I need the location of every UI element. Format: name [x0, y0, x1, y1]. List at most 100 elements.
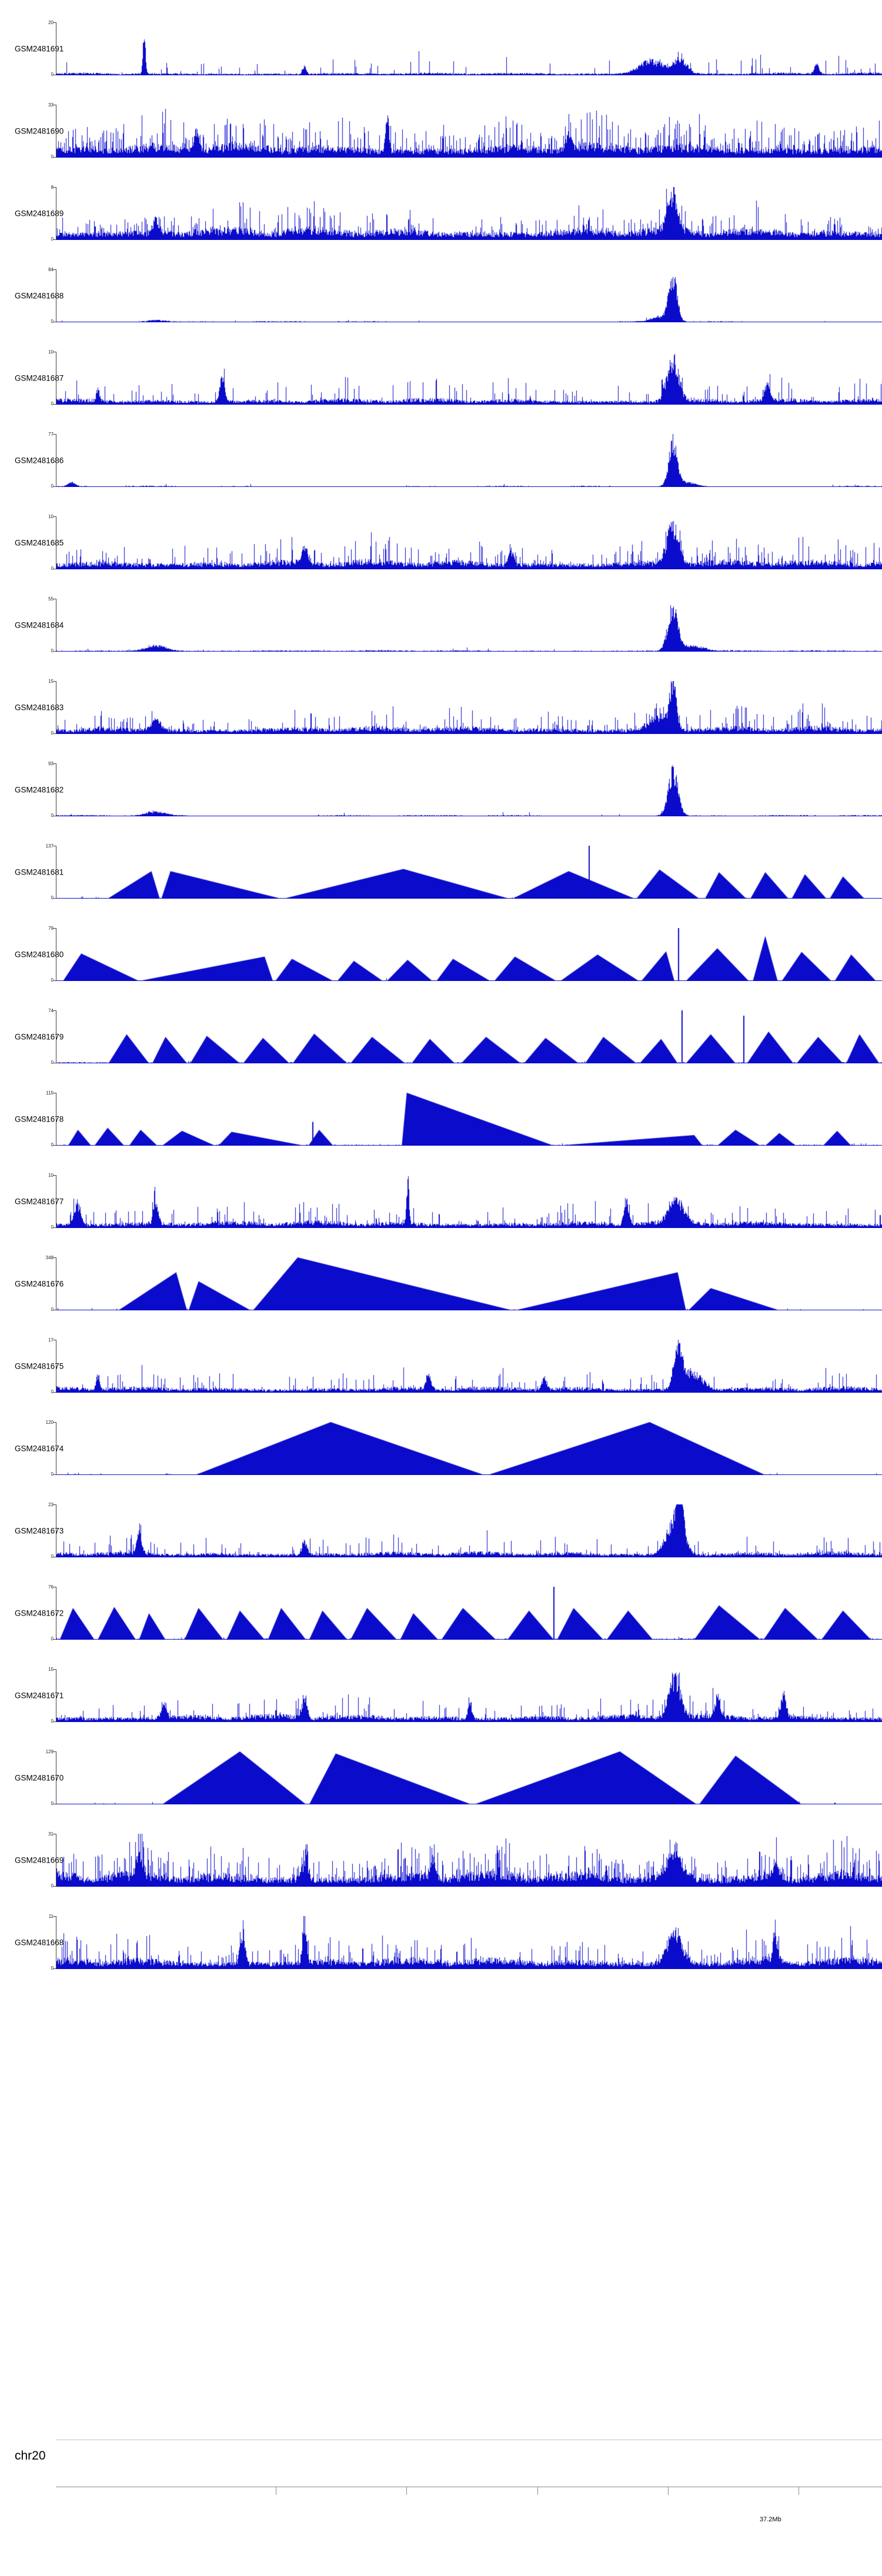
- coverage-signal-canvas: [56, 1751, 882, 1804]
- track-ymax-label: 10: [48, 349, 54, 355]
- track-ymax-label: 79: [48, 926, 54, 931]
- track-sample-label: GSM2481674: [15, 1444, 64, 1453]
- track-ymax-label: 120: [45, 1420, 54, 1425]
- y-axis-bottom-tick: [53, 239, 56, 240]
- track-ymin-label: 0: [51, 1966, 54, 1971]
- track-ymax-label: 137: [45, 843, 54, 849]
- y-axis-top-tick: [53, 1751, 56, 1752]
- track-sample-label: GSM2481686: [15, 456, 64, 465]
- track-row: GSM2481687 10 0: [0, 350, 882, 434]
- track-ymax-label: 15: [48, 679, 54, 684]
- track-row: GSM2481689 8 0: [0, 185, 882, 269]
- chromosome-label: chr20: [15, 2449, 46, 2462]
- track-plot: 77 0: [48, 432, 882, 489]
- coverage-signal-canvas: [56, 105, 882, 158]
- coverage-signal-canvas: [56, 928, 882, 981]
- coverage-signal-canvas: [56, 352, 882, 405]
- track-ymax-label: 129: [45, 1749, 54, 1754]
- y-axis-bottom-tick: [53, 651, 56, 652]
- track-sample-label: GSM2481671: [15, 1691, 64, 1700]
- track-plot: 84 0: [48, 268, 882, 324]
- track-sample-label: GSM2481679: [15, 1032, 64, 1042]
- track-plot: 15 0: [48, 679, 882, 736]
- y-axis-top-tick: [53, 1175, 56, 1176]
- track-row: GSM2481688 84 0: [0, 268, 882, 352]
- track-ymax-label: 23: [48, 1502, 54, 1507]
- track-ymax-label: 11: [48, 1914, 54, 1919]
- track-plot: 17 0: [48, 1338, 882, 1394]
- y-axis-top-tick: [53, 187, 56, 188]
- track-ymin-label: 0: [51, 1224, 54, 1230]
- track-row: GSM2481674 120 0: [0, 1420, 882, 1504]
- coverage-signal-canvas: [56, 763, 882, 816]
- track-ymin-label: 0: [51, 1307, 54, 1312]
- track-row: GSM2481671 15 0: [0, 1667, 882, 1751]
- track-plot: 55 0: [48, 597, 882, 653]
- coverage-signal-canvas: [56, 1093, 882, 1146]
- y-axis-top-tick: [53, 1257, 56, 1258]
- track-row: GSM2481691 20 0: [0, 20, 882, 105]
- track-row: GSM2481673 23 0: [0, 1503, 882, 1587]
- track-ymax-label: 31: [48, 1831, 54, 1837]
- track-sample-label: GSM2481685: [15, 538, 64, 548]
- track-ymin-label: 0: [51, 154, 54, 159]
- y-axis-bottom-tick: [53, 733, 56, 734]
- track-sample-label: GSM2481680: [15, 950, 64, 959]
- y-axis-bottom-tick: [53, 1721, 56, 1722]
- track-row: GSM2481668 11 0: [0, 1914, 882, 1998]
- coverage-signal-canvas: [56, 1587, 882, 1640]
- track-plot: 10 0: [48, 350, 882, 406]
- track-ymax-label: 10: [48, 514, 54, 519]
- coverage-signal-canvas: [56, 599, 882, 652]
- y-axis-top-tick: [53, 516, 56, 517]
- track-plot: 129 0: [46, 1750, 882, 1806]
- y-axis-top-tick: [53, 1422, 56, 1423]
- y-axis-bottom-tick: [53, 898, 56, 899]
- track-row: GSM2481681 137 0: [0, 843, 882, 928]
- coverage-signal-canvas: [56, 1257, 882, 1310]
- track-sample-label: GSM2481668: [15, 1938, 64, 1947]
- y-axis-top-tick: [53, 269, 56, 270]
- track-plot: 11 0: [49, 1914, 882, 1971]
- track-row: GSM2481679 74 0: [0, 1009, 882, 1093]
- track-row: GSM2481678 115 0: [0, 1091, 882, 1175]
- coverage-signal-canvas: [56, 1422, 882, 1475]
- track-sample-label: GSM2481688: [15, 291, 64, 301]
- track-ymax-label: 20: [48, 20, 54, 25]
- track-ymin-label: 0: [51, 813, 54, 818]
- y-axis-top-tick: [53, 1504, 56, 1505]
- track-ymax-label: 77: [48, 432, 54, 437]
- track-row: GSM2481683 15 0: [0, 679, 882, 763]
- genome-ruler: chr20 37.2Mb: [0, 2440, 882, 2557]
- track-ymax-label: 76: [48, 1584, 54, 1590]
- track-ymin-label: 0: [51, 72, 54, 77]
- coverage-signal-canvas: [56, 434, 882, 487]
- track-plot: 23 0: [48, 1503, 882, 1559]
- y-axis-bottom-tick: [53, 1474, 56, 1475]
- track-sample-label: GSM2481675: [15, 1362, 64, 1371]
- track-sample-label: GSM2481676: [15, 1279, 64, 1289]
- coverage-signal-canvas: [56, 187, 882, 240]
- track-sample-label: GSM2481682: [15, 785, 64, 795]
- y-axis-top-tick: [53, 1916, 56, 1917]
- y-axis-top-tick: [53, 1010, 56, 1011]
- coverage-signal-canvas: [56, 1504, 882, 1557]
- y-axis-bottom-tick: [53, 486, 56, 487]
- track-row: GSM2481682 93 0: [0, 762, 882, 846]
- coverage-signal-canvas: [56, 681, 882, 734]
- track-ymin-label: 0: [51, 730, 54, 736]
- track-plot: 120 0: [46, 1420, 882, 1477]
- track-plot: 93 0: [48, 762, 882, 818]
- track-sample-label: GSM2481690: [15, 126, 64, 136]
- track-ymax-label: 15: [48, 1667, 54, 1672]
- track-ymax-label: 33: [48, 102, 54, 108]
- track-ymin-label: 0: [51, 401, 54, 406]
- track-ymin-label: 0: [51, 1060, 54, 1065]
- coverage-signal-canvas: [56, 1010, 882, 1063]
- y-axis-bottom-tick: [53, 1968, 56, 1969]
- track-ymin-label: 0: [51, 483, 54, 489]
- track-ymin-label: 0: [51, 1471, 54, 1477]
- coverage-signal-canvas: [56, 1834, 882, 1887]
- track-plot: 15 0: [48, 1667, 882, 1724]
